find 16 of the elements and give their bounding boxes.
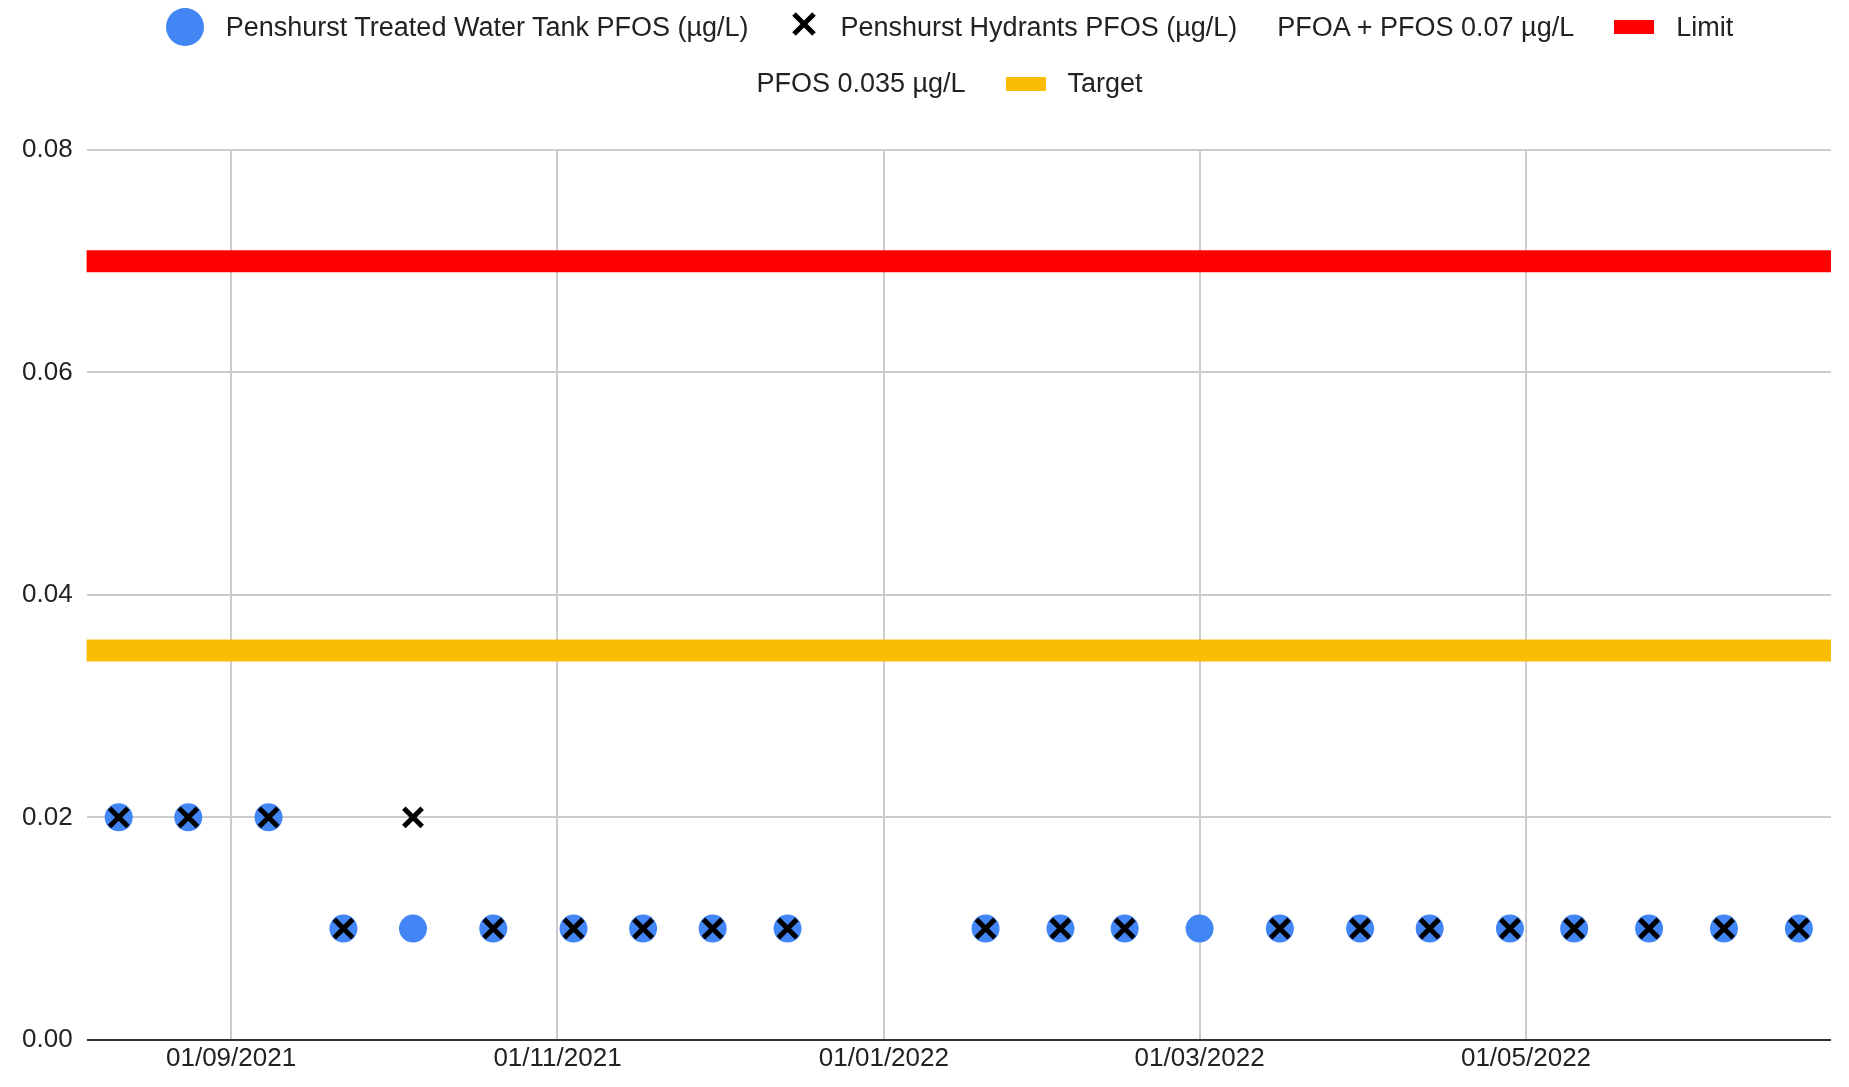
x-tick-label: 01/05/2022	[1460, 1041, 1592, 1072]
legend-label: Penshurst Hydrants PFOS (µg/L)	[840, 11, 1238, 43]
y-tick-label: 0.00	[21, 1022, 73, 1053]
y-tick-label: 0.06	[21, 355, 73, 386]
y-tick-label: 0.04	[21, 578, 73, 609]
x-tick-label: 01/01/2022	[818, 1041, 949, 1072]
x-tick-label: 01/11/2021	[493, 1041, 622, 1072]
legend-label: Penshurst Treated Water Tank PFOS (µg/L)	[225, 11, 749, 43]
x-tick-label: 01/03/2022	[1134, 1041, 1265, 1072]
text: PFOA + PFOS 0.07 µg/L	[1277, 11, 1575, 43]
legend-label: Limit	[1676, 11, 1734, 43]
y-tick-label: 0.02	[21, 800, 73, 831]
x-tick-label: 01/09/2021	[166, 1041, 297, 1072]
text: PFOS 0.035 µg/L	[756, 68, 966, 99]
y-tick-label: 0.08	[21, 133, 73, 164]
legend-label: Target	[1067, 68, 1143, 99]
